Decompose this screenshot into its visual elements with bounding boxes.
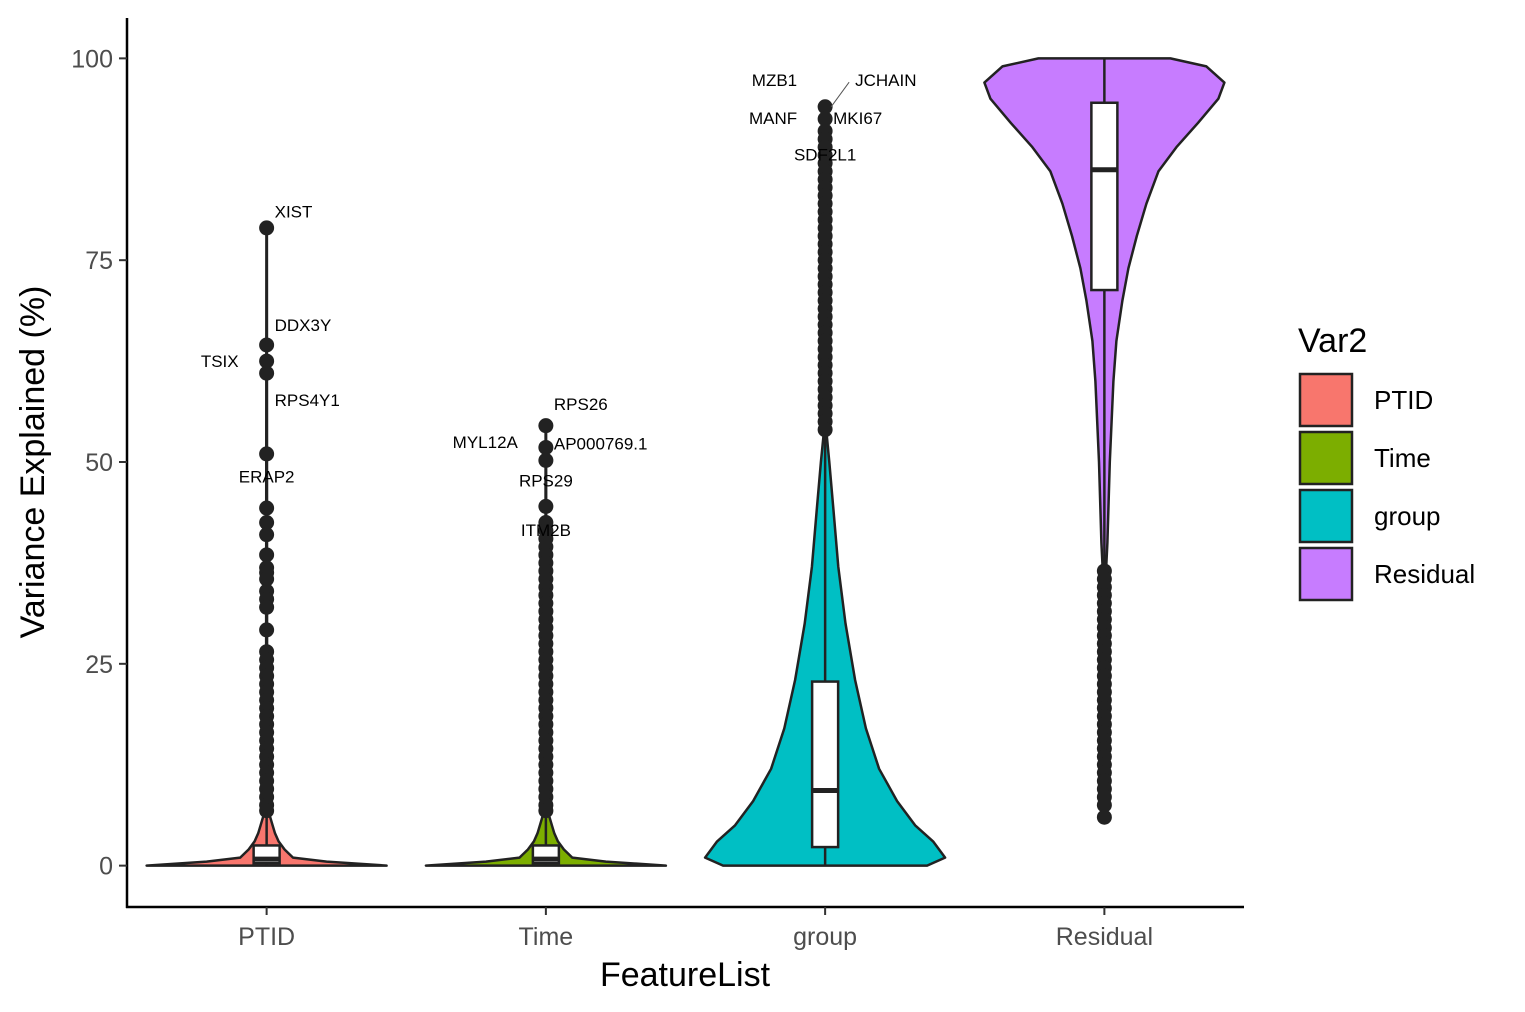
annotation-label: SDF2L1 <box>794 145 856 164</box>
y-axis-ticks: 0 25 50 75 100 <box>71 45 127 881</box>
box-group <box>810 680 840 849</box>
outlier-point <box>1096 797 1112 813</box>
legend-key-residual <box>1298 546 1354 602</box>
annotation-label: DDX3Y <box>275 316 332 335</box>
x-tick-label: group <box>793 923 857 951</box>
annotation-label: RPS29 <box>519 472 573 491</box>
outlier-point <box>259 220 275 236</box>
annotation-label: MKI67 <box>833 109 882 128</box>
x-tick-label: Time <box>519 923 574 951</box>
x-axis-ticks: PTID Time group Residual <box>238 907 1153 951</box>
outlier-point <box>817 99 833 115</box>
annotation-label: XIST <box>275 203 313 222</box>
annotation-label: ERAP2 <box>239 468 295 487</box>
outlier-point <box>259 365 275 381</box>
outlier-point <box>259 599 275 615</box>
y-tick-label: 25 <box>85 651 113 679</box>
y-axis-title: Variance Explained (%) <box>14 286 52 639</box>
outlier-point <box>259 500 275 516</box>
outlier-point <box>259 622 275 638</box>
annotation-label: TSIX <box>201 352 239 371</box>
legend-key-group <box>1298 488 1354 544</box>
outlier-point <box>1096 809 1112 825</box>
legend-label-ptid: PTID <box>1374 385 1433 415</box>
annotation-label: JCHAIN <box>855 71 916 90</box>
box-residual <box>1090 101 1119 292</box>
outlier-point <box>538 803 554 819</box>
outlier-point <box>538 439 554 455</box>
axes: 0 25 50 75 100 PTID Time group Residual Feature… <box>14 18 1244 994</box>
outlier-point <box>259 571 275 587</box>
outlier-point <box>259 446 275 462</box>
legend-label-time: Time <box>1374 443 1431 473</box>
outlier-point <box>538 498 554 514</box>
x-tick-label: Residual <box>1056 923 1153 951</box>
legend: Var2 PTID Time group Residual <box>1298 322 1475 602</box>
legend-label-group: group <box>1374 501 1441 531</box>
y-tick-label: 0 <box>99 853 113 881</box>
annotation-label: MANF <box>749 109 797 128</box>
outlier-point <box>259 353 275 369</box>
outlier-point <box>259 547 275 563</box>
annotation-label: RPS26 <box>554 395 608 414</box>
annotation-label: MYL12A <box>453 433 519 452</box>
outlier-point <box>259 803 275 819</box>
outlier-point <box>259 337 275 353</box>
annotation-label: MZB1 <box>752 71 797 90</box>
outlier-point <box>538 452 554 468</box>
outlier-point <box>817 422 833 438</box>
outlier-point <box>259 527 275 543</box>
violin-group-residual <box>983 57 1226 825</box>
legend-key-ptid <box>1298 372 1354 428</box>
legend-title: Var2 <box>1298 322 1367 360</box>
violin-group-ptid <box>145 220 388 867</box>
plot-area: XIST DDX3Y TSIX RPS4Y1 ERAP2 RPS26 MYL12A AP000… <box>145 57 1226 867</box>
annotation-label: ITM2B <box>521 521 571 540</box>
x-axis-title: FeatureList <box>600 956 771 994</box>
outlier-point <box>259 515 275 531</box>
outlier-point <box>817 111 833 127</box>
violin-group-group <box>703 99 947 867</box>
violin-group-time <box>424 418 668 867</box>
outlier-point <box>538 418 554 434</box>
annotation-label: AP000769.1 <box>554 434 648 453</box>
annotation-label: RPS4Y1 <box>275 391 340 410</box>
legend-label-residual: Residual <box>1374 559 1475 589</box>
annotation-leader <box>830 81 850 108</box>
y-tick-label: 75 <box>85 247 113 275</box>
y-tick-label: 50 <box>85 449 113 477</box>
y-tick-label: 100 <box>71 45 113 73</box>
x-tick-label: PTID <box>238 923 295 951</box>
legend-key-time <box>1298 430 1354 486</box>
